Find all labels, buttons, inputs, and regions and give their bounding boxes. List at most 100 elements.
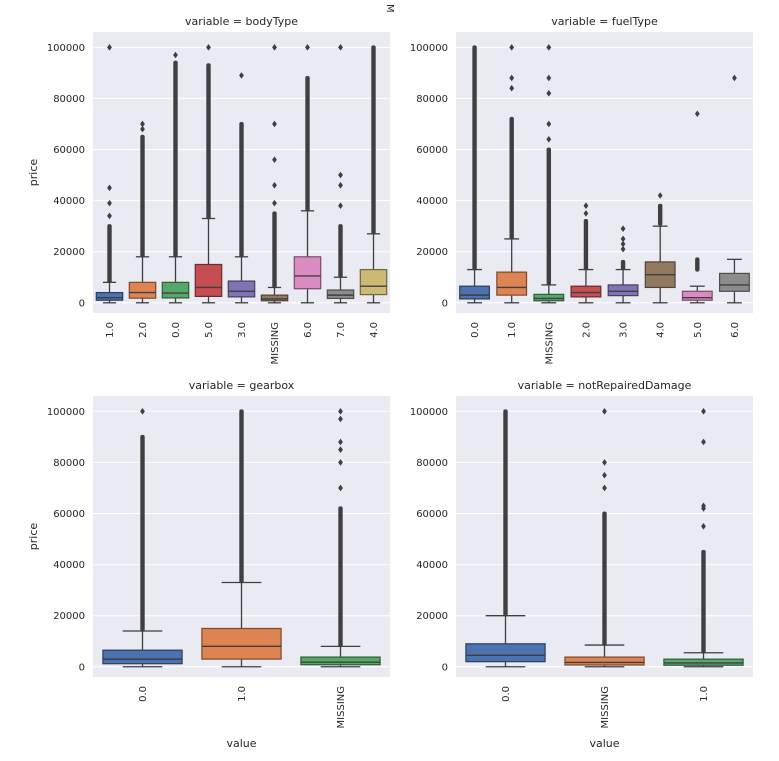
plot-area — [456, 32, 753, 313]
outlier-point — [620, 240, 626, 248]
x-tick-label: 4.0 — [656, 322, 667, 338]
x-tick-label: 7.0 — [336, 322, 347, 338]
outlier-point — [657, 192, 663, 199]
outlier-band — [173, 60, 178, 258]
x-tick-label: 2.0 — [138, 322, 149, 338]
x-tick-label: 4.0 — [369, 322, 380, 338]
y-tick-label: 20000 — [416, 247, 448, 258]
box-2.0 — [128, 120, 157, 304]
x-tick-label: 6.0 — [730, 322, 741, 338]
outlier-band — [701, 549, 706, 654]
x-tick-label: MISSING — [544, 322, 555, 364]
panel-title: variable = fuelType — [551, 15, 658, 28]
outlier-point — [140, 125, 145, 133]
outlier-point — [272, 156, 277, 164]
box-body — [570, 285, 602, 298]
box-7.0 — [326, 44, 355, 304]
box-body — [459, 285, 491, 300]
box-body — [128, 281, 157, 299]
box-body — [359, 268, 388, 296]
panel-title: variable = notRepairedDamage — [518, 379, 692, 392]
box-body — [95, 291, 124, 301]
x-tick-label: MISSING — [270, 322, 281, 364]
y-tick-label: 0 — [79, 662, 85, 673]
box-body — [194, 263, 223, 297]
x-tick-label: 0.0 — [470, 322, 481, 338]
y-tick-label: 20000 — [53, 247, 85, 258]
box-body — [681, 290, 713, 301]
box-3.0 — [607, 225, 639, 304]
outlier-band — [602, 511, 607, 646]
box-6.0 — [718, 74, 750, 304]
outlier-point — [546, 74, 552, 82]
x-axis-label: value — [589, 737, 619, 750]
box-0.0 — [465, 409, 546, 668]
outlier-point — [701, 408, 706, 415]
box-MISSING — [564, 408, 645, 668]
box-body — [663, 658, 744, 666]
y-tick-label: 100000 — [410, 407, 448, 418]
box-body — [300, 656, 381, 666]
box-body — [564, 656, 645, 666]
panel-3: 0 20000 40000 60000 80000 100000 variable = no… — [410, 379, 753, 750]
outlier-point — [107, 212, 112, 220]
outlier-band — [695, 257, 700, 272]
box-0.0 — [161, 51, 190, 304]
box-2.0 — [570, 202, 602, 304]
y-tick-label: 0 — [79, 298, 85, 309]
outlier-point — [509, 74, 515, 82]
box-3.0 — [227, 72, 256, 304]
outlier-point — [701, 438, 706, 446]
box-body — [227, 280, 256, 298]
outlier-band — [140, 434, 145, 632]
outlier-point — [140, 408, 145, 415]
outlier-point — [338, 202, 343, 210]
box-MISSING — [533, 44, 565, 304]
outlier-band — [305, 75, 310, 212]
box-body — [465, 643, 546, 663]
outlier-point — [107, 44, 112, 51]
outlier-point — [701, 522, 706, 530]
y-tick-label: 60000 — [53, 509, 85, 520]
outlier-point — [694, 110, 700, 118]
outlier-point — [602, 484, 607, 492]
outlier-band — [272, 211, 277, 289]
panel-1: 0 20000 40000 60000 80000 100000 variable = fu… — [410, 15, 753, 364]
box-body — [718, 272, 750, 292]
panel-title: variable = gearbox — [189, 379, 295, 392]
outlier-point — [107, 199, 112, 207]
box-5.0 — [194, 44, 223, 304]
box-body — [260, 294, 289, 302]
x-tick-label: 5.0 — [204, 322, 215, 338]
y-tick-label: 60000 — [416, 145, 448, 156]
box-body — [293, 256, 322, 290]
y-tick-label: 0 — [442, 298, 448, 309]
outlier-point — [732, 74, 737, 82]
outlier-point — [338, 459, 343, 466]
outlier-point — [239, 72, 244, 79]
outlier-point — [272, 120, 277, 128]
y-tick-label: 100000 — [47, 407, 85, 418]
panels: 0 20000 40000 60000 80000 100000 variable = bo… — [27, 15, 753, 750]
outlier-band — [140, 134, 145, 258]
box-body — [102, 649, 183, 665]
outlier-point — [140, 120, 145, 128]
y-tick-label: 40000 — [53, 196, 85, 207]
y-tick-label: 20000 — [53, 611, 85, 622]
y-tick-label: 40000 — [53, 560, 85, 571]
outlier-band — [239, 121, 244, 258]
box-MISSING — [260, 44, 289, 304]
outlier-point — [546, 90, 552, 97]
x-tick-label: 6.0 — [303, 322, 314, 338]
x-tick-label: 0.0 — [171, 322, 182, 338]
x-tick-label: MISSING — [336, 686, 347, 728]
outlier-point — [546, 120, 552, 128]
y-tick-label: 100000 — [47, 43, 85, 54]
outlier-point — [546, 44, 552, 51]
box-4.0 — [644, 192, 676, 304]
outlier-point — [272, 44, 277, 51]
outlier-point — [620, 225, 626, 232]
x-tick-label: 1.0 — [105, 322, 116, 338]
box-body — [326, 289, 355, 300]
y-tick-label: 40000 — [416, 560, 448, 571]
